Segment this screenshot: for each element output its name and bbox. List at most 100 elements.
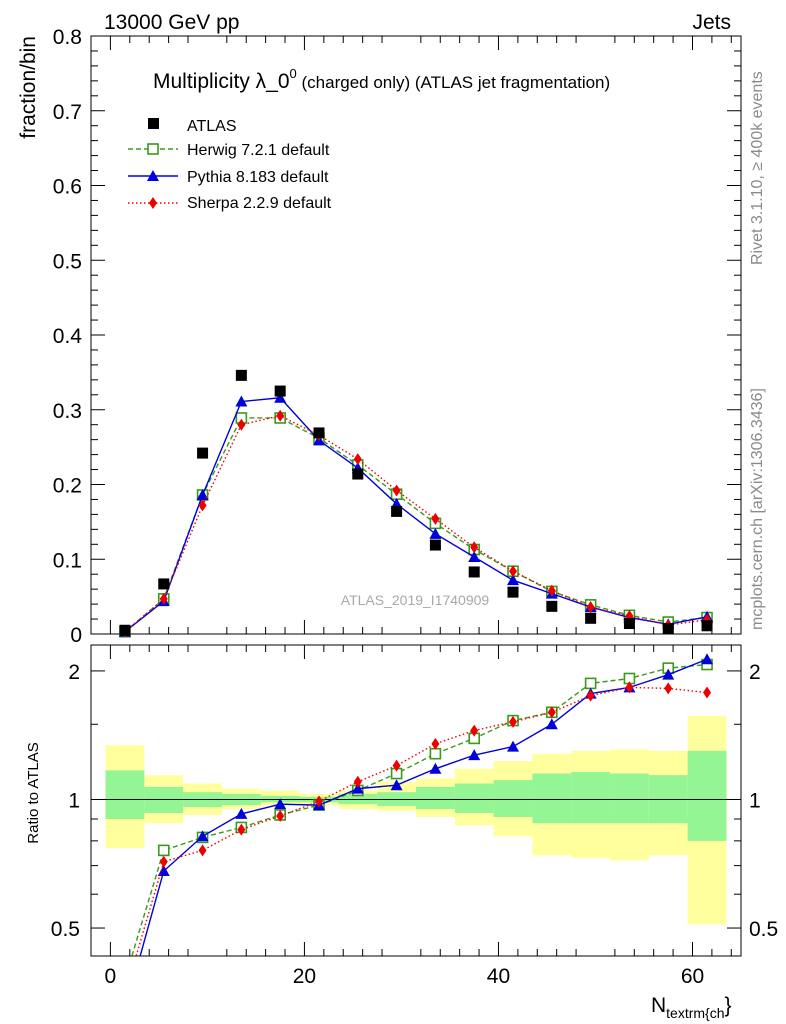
main-sherpa-point — [392, 484, 401, 497]
main-y-tick-label: 0.1 — [53, 549, 82, 572]
main-herwig-line — [124, 417, 708, 633]
main-sherpa-point — [237, 418, 246, 431]
ratio-herwig-point — [120, 974, 130, 984]
chart-title-sup: 0 — [290, 66, 297, 81]
ratio-y-tick-label-right: 0.5 — [749, 918, 778, 941]
ratio-sherpa-point — [431, 737, 440, 750]
main-y-tick-label: 0 — [70, 624, 82, 647]
legend-atlas-label: ATLAS — [187, 118, 237, 135]
main-y-tick-label: 0.8 — [53, 26, 82, 49]
ratio-band-inner — [687, 750, 727, 841]
legend-pythia-label: Pythia 8.183 default — [187, 169, 329, 186]
ratio-pythia-point — [545, 718, 558, 730]
legend: ATLAS Herwig 7.2.1 default Pythia 8.183 … — [128, 118, 332, 212]
ratio-bands — [105, 715, 727, 925]
main-sherpa-point — [353, 453, 362, 466]
x-axis-label: Ntextrm{ch} — [651, 994, 732, 1021]
main-y-tick-label: 0.6 — [53, 176, 82, 199]
main-axes: 0 0.1 0.2 0.3 0.4 0.5 0.6 0.7 0.8 — [53, 26, 742, 647]
main-sherpa-point — [586, 601, 595, 614]
ratio-band-inner — [610, 773, 649, 824]
chart-title-rest: (charged only) (ATLAS jet fragmentation) — [297, 73, 610, 92]
legend-herwig-marker — [147, 143, 159, 155]
ratio-pythia-point — [274, 798, 287, 810]
ratio-pythia-point — [662, 668, 675, 680]
main-sherpa-point — [470, 541, 479, 554]
ratio-y-tick-label-right: 2 — [749, 661, 761, 684]
legend-pythia-marker — [147, 170, 159, 181]
x-tick-label: 40 — [487, 965, 510, 988]
ratio-pythia-point — [235, 807, 248, 819]
ratio-y-tick-label-left: 1 — [68, 789, 80, 812]
x-tick-label: 0 — [105, 965, 117, 988]
main-y-axis-label: fraction/bin — [17, 36, 40, 139]
ratio-y-tick-label-left: 0.5 — [51, 918, 80, 941]
main-atlas-point — [274, 385, 286, 397]
main-atlas-point — [468, 566, 480, 578]
main-atlas-point — [662, 623, 674, 635]
ratio-y-tick-label-right: 1 — [749, 789, 761, 812]
main-atlas-point — [585, 612, 597, 624]
main-sherpa-point — [276, 409, 285, 422]
ratio-sherpa-point — [276, 809, 285, 822]
chart-title: Multiplicity λ_00 (charged only) (ATLAS … — [153, 66, 610, 93]
main-atlas-point — [507, 586, 519, 598]
main-pythia-point — [235, 395, 248, 407]
x-axis-label-close: } — [725, 994, 732, 1017]
main-atlas-point — [391, 505, 403, 517]
legend-atlas-marker — [148, 118, 159, 129]
watermark-label: ATLAS_2019_I1740909 — [341, 592, 490, 608]
ratio-sherpa-point — [509, 715, 518, 728]
main-y-tick-label: 0.3 — [53, 400, 82, 423]
legend-sherpa-marker — [149, 197, 157, 209]
x-tick-label: 60 — [681, 965, 704, 988]
ratio-pythia-line — [139, 658, 708, 956]
ratio-sherpa-point — [353, 775, 362, 788]
main-pythia-point — [507, 574, 520, 586]
ratio-pythia-point — [119, 1005, 131, 1016]
main-atlas-point — [429, 539, 441, 551]
ratio-pythia-point — [157, 865, 170, 877]
main-sherpa-point — [198, 499, 207, 512]
ratio-pythia-point — [507, 740, 520, 752]
ratio-band-inner — [532, 773, 572, 824]
ratio-sherpa-point — [664, 682, 673, 695]
ratio-band-inner — [416, 786, 455, 809]
ratio-sherpa-point — [586, 689, 595, 702]
header-jets-label: Jets — [692, 11, 731, 34]
ratio-band-inner — [105, 770, 145, 820]
main-y-tick-label: 0.4 — [53, 325, 83, 348]
main-series — [118, 369, 714, 638]
main-y-tick-label: 0.5 — [53, 250, 82, 273]
main-atlas-point — [623, 618, 635, 630]
main-atlas-point — [197, 447, 209, 459]
ratio-sherpa-point — [198, 844, 207, 857]
main-sherpa-point — [431, 512, 440, 525]
ratio-sherpa-point — [121, 988, 129, 1000]
main-sherpa-line — [124, 414, 708, 633]
main-atlas-point — [313, 427, 325, 439]
main-y-tick-label: 0.2 — [53, 475, 82, 498]
main-pythia-point — [274, 391, 287, 403]
chart-title-main: Multiplicity λ_0 — [153, 70, 290, 93]
ratio-pythia-point — [701, 653, 714, 665]
ratio-sherpa-point — [392, 759, 401, 772]
ratio-pythia-point — [390, 779, 403, 791]
ratio-pythia-point — [196, 830, 209, 842]
ratio-sherpa-point — [547, 706, 556, 719]
mcplots-label: mcplots.cern.ch [arXiv:1306.3436] — [749, 388, 766, 630]
ratio-sherpa-point — [159, 855, 168, 868]
ratio-herwig-line — [131, 663, 708, 956]
ratio-herwig-point — [584, 677, 597, 690]
ratio-sherpa-point — [470, 724, 479, 737]
ratio-sherpa-point — [703, 686, 712, 699]
main-pythia-point — [196, 488, 209, 500]
main-atlas-point — [235, 369, 247, 381]
main-sherpa-point — [547, 584, 556, 597]
ratio-sherpa-point — [237, 823, 246, 836]
main-atlas-point — [701, 620, 713, 632]
ratio-sherpa-point — [314, 795, 323, 808]
ratio-y-tick-label-left: 2 — [68, 661, 80, 684]
ratio-pythia-point — [429, 762, 442, 774]
